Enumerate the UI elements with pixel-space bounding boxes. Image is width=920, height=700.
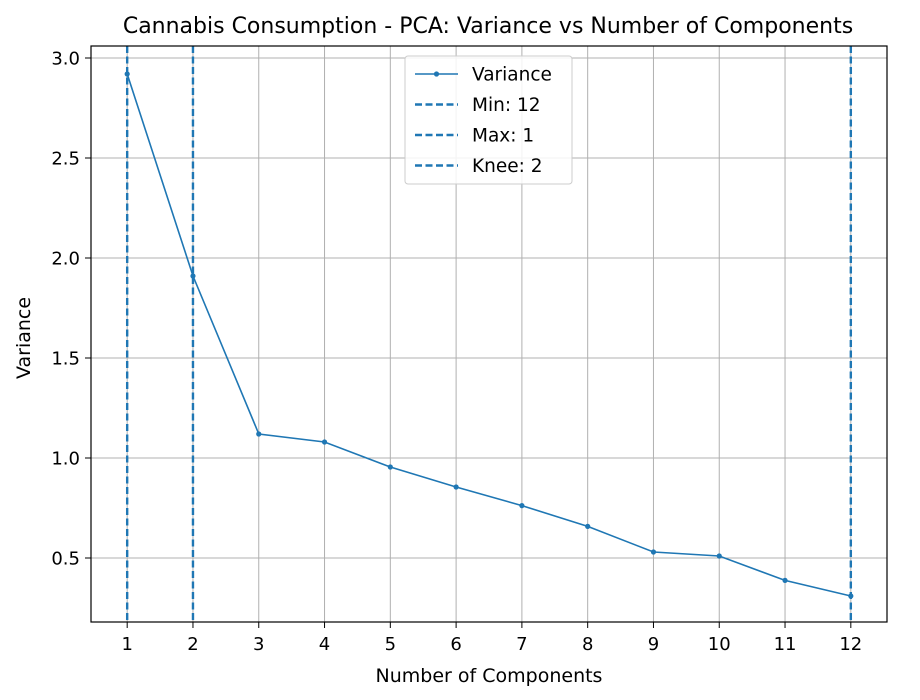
axis-ticks: 1 2 3 4 5 6 7 8 9 10 11 120.51.01.52.02.53.0 bbox=[51, 49, 862, 656]
series-layer bbox=[124, 71, 854, 599]
x-tick-label: 1 bbox=[121, 634, 132, 655]
legend-label: Max: 1 bbox=[472, 126, 534, 147]
variance-point bbox=[585, 523, 591, 530]
x-tick-label: 11 bbox=[774, 634, 797, 655]
variance-line bbox=[126, 73, 851, 597]
x-tick-label: 12 bbox=[839, 634, 862, 655]
y-tick-label: 1.5 bbox=[51, 349, 80, 370]
variance-point bbox=[650, 549, 657, 555]
variance-point bbox=[256, 431, 262, 437]
legend-box bbox=[404, 55, 573, 185]
y-tick-label: 2.5 bbox=[51, 149, 80, 170]
x-tick-label: 5 bbox=[385, 634, 396, 655]
x-tick-label: 8 bbox=[582, 634, 593, 655]
legend-label: Variance bbox=[472, 65, 552, 86]
plot-area-frame bbox=[90, 45, 888, 623]
x-tick-label: 2 bbox=[187, 634, 198, 655]
reference-lines bbox=[125, 46, 853, 622]
legend: Variance Min: 12 Max: 1 Knee: 2 bbox=[404, 55, 573, 185]
legend-label: Knee: 2 bbox=[472, 156, 543, 177]
y-tick-label: 3.0 bbox=[51, 49, 80, 70]
y-tick-label: 0.5 bbox=[51, 549, 80, 570]
y-tick-label: 1.0 bbox=[51, 449, 80, 470]
y-tick-label: 2.0 bbox=[51, 249, 80, 270]
legend-label: Min: 12 bbox=[472, 95, 540, 116]
x-tick-label: 6 bbox=[450, 634, 461, 655]
variance-point bbox=[716, 553, 722, 559]
x-tick-label: 9 bbox=[648, 634, 659, 655]
chart-title: Cannabis Consumption - PCA: Variance vs … bbox=[123, 14, 853, 39]
variance-point bbox=[321, 439, 328, 445]
variance-point bbox=[190, 273, 196, 279]
variance-point bbox=[519, 503, 525, 509]
x-tick-label: 10 bbox=[708, 634, 731, 655]
x-tick-label: 7 bbox=[516, 634, 527, 655]
y-axis-label: Variance bbox=[13, 297, 35, 379]
x-tick-label: 4 bbox=[319, 634, 330, 655]
x-tick-label: 3 bbox=[253, 634, 264, 655]
legend-swatch-marker bbox=[433, 71, 440, 77]
x-axis-label: Number of Components bbox=[376, 665, 603, 687]
variance-point bbox=[387, 464, 393, 470]
variance-point bbox=[782, 577, 788, 584]
variance-point bbox=[453, 484, 459, 490]
